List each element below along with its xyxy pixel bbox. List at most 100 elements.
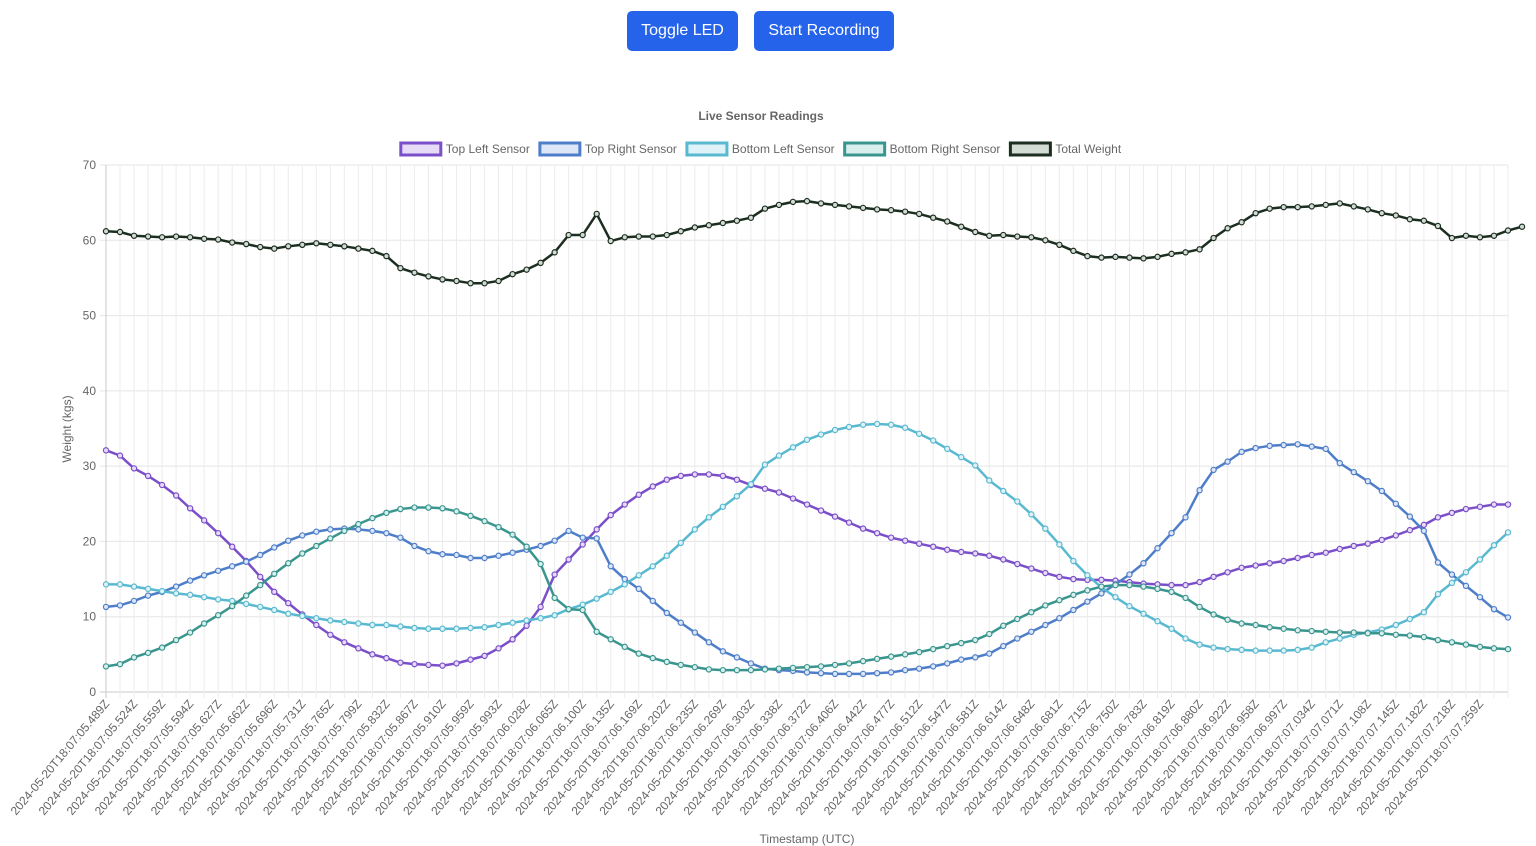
data-point (1336, 635, 1343, 642)
data-point (1168, 250, 1175, 258)
data-point (1504, 529, 1512, 536)
data-point (509, 636, 516, 643)
data-point (1252, 444, 1259, 452)
data-point (887, 421, 895, 428)
data-point (831, 670, 839, 678)
data-point (1392, 532, 1400, 539)
data-point (733, 666, 741, 674)
y-axis-title: Weight (kgs) (60, 395, 74, 462)
y-tick-label: 70 (83, 158, 97, 172)
data-point (972, 550, 979, 557)
data-point (958, 656, 965, 663)
data-point (1014, 498, 1021, 505)
data-point (677, 472, 685, 480)
data-point (453, 551, 460, 559)
data-point (621, 581, 628, 588)
data-point (1420, 527, 1428, 535)
data-point (1182, 635, 1189, 642)
data-point (958, 223, 965, 230)
data-point (1462, 569, 1470, 576)
data-point (677, 539, 685, 547)
data-point (1448, 579, 1456, 587)
data-point (1224, 225, 1231, 232)
data-point (1378, 630, 1386, 637)
data-point (383, 529, 390, 537)
data-point (901, 537, 909, 544)
data-point (467, 656, 474, 663)
data-point (299, 532, 306, 539)
data-point (313, 615, 320, 622)
data-point (635, 233, 642, 240)
data-point (915, 210, 923, 218)
data-point (186, 591, 194, 599)
data-point (495, 552, 502, 559)
data-point (817, 663, 825, 670)
data-point (369, 527, 376, 535)
legend-item: Bottom Left Sensor (685, 141, 835, 157)
data-point (383, 509, 390, 517)
data-point (733, 217, 741, 224)
data-point (102, 447, 110, 454)
data-point (439, 625, 446, 632)
data-point (299, 241, 306, 249)
data-point (663, 231, 671, 239)
data-point (663, 476, 671, 483)
data-point (845, 670, 853, 678)
data-point (1126, 571, 1133, 578)
data-point (1280, 647, 1287, 654)
chart-title: Live Sensor Readings (698, 109, 824, 123)
data-point (817, 431, 825, 438)
data-point (481, 652, 488, 660)
data-point (327, 241, 334, 249)
data-point (1182, 514, 1189, 521)
data-point (887, 534, 895, 541)
data-point (621, 234, 628, 241)
start-recording-button[interactable]: Start Recording (754, 11, 894, 51)
data-point (1252, 647, 1259, 654)
data-point (915, 540, 923, 547)
data-point (1070, 575, 1077, 583)
data-point (1140, 255, 1147, 262)
data-point (873, 420, 881, 428)
data-point (1126, 602, 1133, 610)
data-point (1098, 576, 1105, 584)
data-point (1462, 641, 1470, 648)
series-bottom-right-sensor (102, 504, 1512, 674)
data-point (1336, 459, 1343, 467)
data-point (495, 645, 502, 652)
data-point (1196, 641, 1203, 648)
data-point (1448, 639, 1456, 646)
data-point (1056, 615, 1063, 622)
legend-label: Bottom Left Sensor (732, 142, 835, 156)
y-tick-label: 10 (83, 610, 97, 624)
toggle-led-button[interactable]: Toggle LED (627, 11, 738, 51)
data-point (803, 501, 811, 508)
data-point (453, 508, 460, 515)
data-point (1070, 606, 1077, 614)
data-point (705, 222, 713, 229)
y-tick-label: 20 (83, 534, 97, 548)
data-point (1266, 560, 1273, 567)
data-point (873, 655, 881, 663)
data-point (341, 527, 348, 535)
data-point (341, 618, 348, 626)
data-point (1504, 501, 1512, 508)
data-point (1154, 618, 1161, 625)
data-point (803, 669, 811, 676)
data-point (242, 240, 250, 248)
data-point (355, 520, 362, 528)
data-point (537, 259, 544, 267)
data-point (1210, 573, 1217, 581)
data-point (1126, 581, 1133, 589)
data-point (1462, 505, 1470, 513)
data-point (649, 233, 656, 240)
data-point (929, 663, 937, 670)
data-point (901, 666, 909, 674)
data-point (1336, 545, 1343, 553)
data-point (607, 511, 614, 519)
data-point (972, 654, 979, 661)
data-point (1028, 608, 1035, 616)
data-point (285, 537, 292, 544)
data-point (200, 572, 208, 579)
data-point (1364, 206, 1372, 213)
